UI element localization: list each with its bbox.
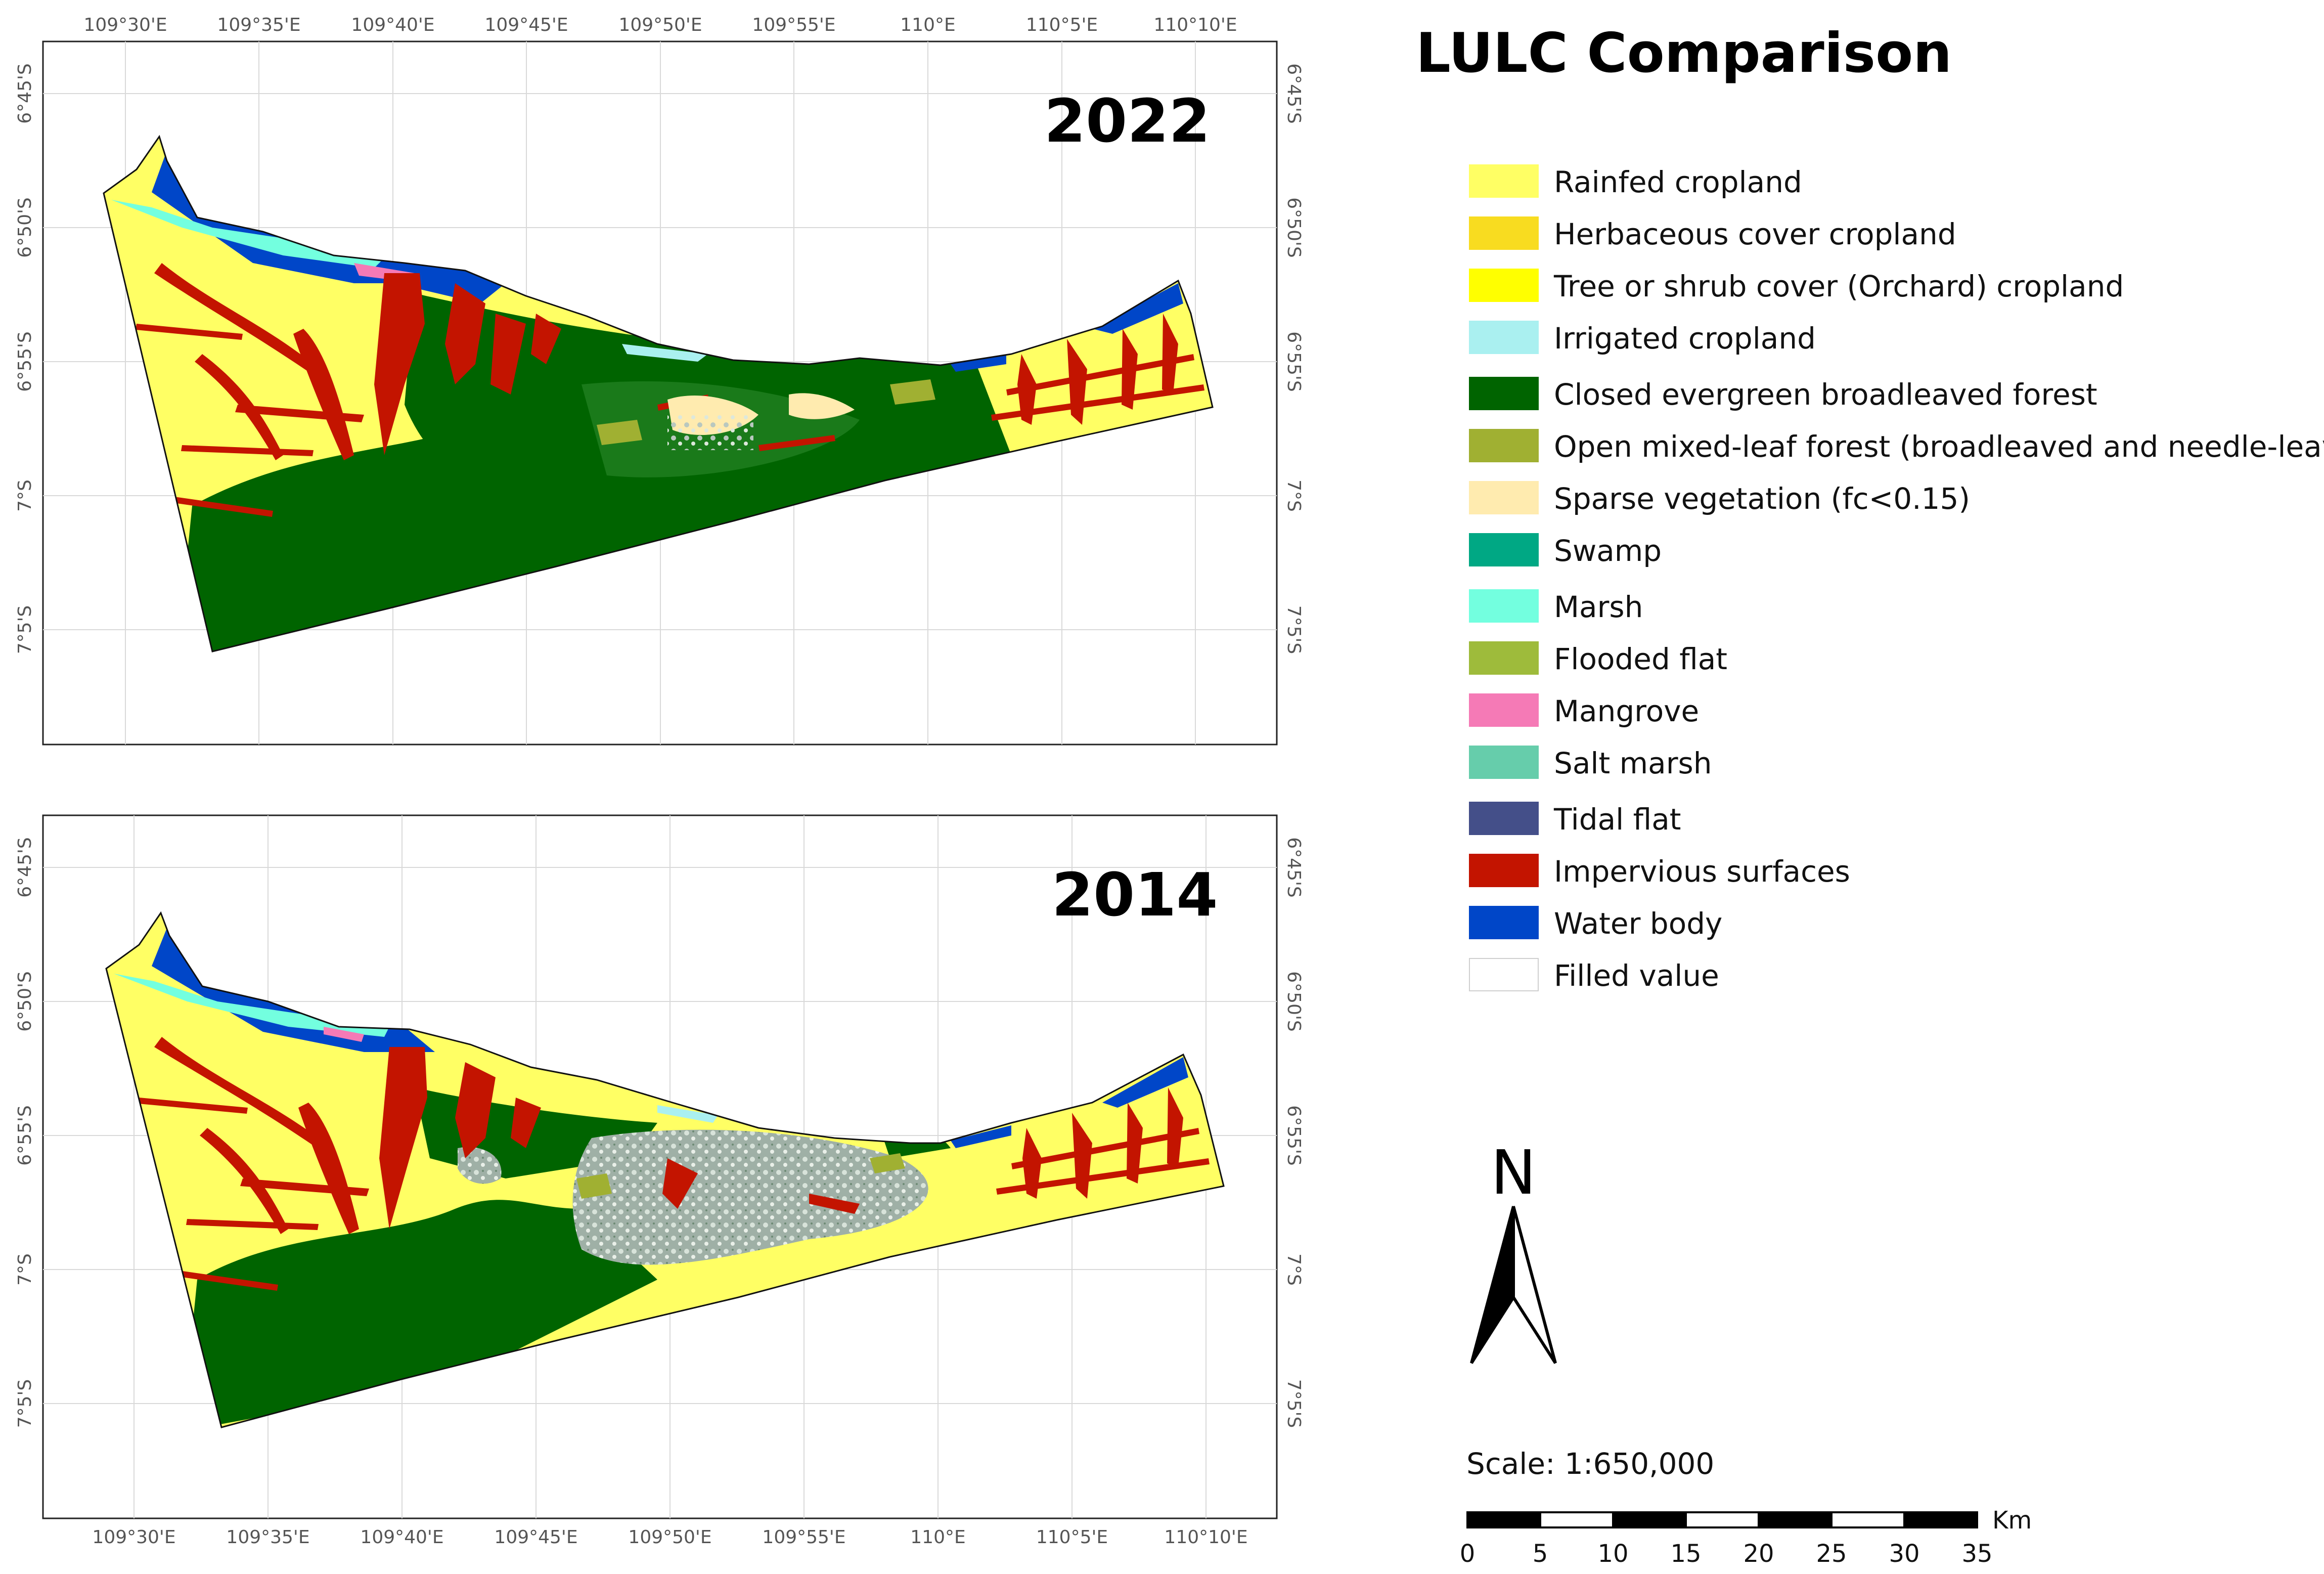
legend-label: Flooded flat bbox=[1554, 642, 1728, 676]
legend-swatch bbox=[1469, 693, 1539, 727]
scale-tick: 20 bbox=[1743, 1540, 1774, 1568]
lat-label-right: 6°45'S bbox=[1283, 63, 1304, 124]
lat-label-right: 7°5'S bbox=[1283, 605, 1304, 654]
lat-label-left: 7°S bbox=[15, 1253, 35, 1286]
legend-label: Impervious surfaces bbox=[1554, 854, 1850, 889]
legend-swatch bbox=[1469, 321, 1539, 354]
lat-label-left: 6°55'S bbox=[15, 1105, 35, 1166]
lon-label-top: 109°35'E bbox=[217, 15, 301, 35]
legend-swatch bbox=[1469, 589, 1539, 623]
lat-label-left: 6°55'S bbox=[15, 331, 35, 392]
legend-swatch bbox=[1469, 164, 1539, 198]
lon-label-bottom: 109°35'E bbox=[226, 1527, 310, 1548]
lon-label-top: 109°50'E bbox=[618, 15, 702, 35]
lon-label-top: 110°E bbox=[900, 15, 956, 35]
map-panel-2022: 109°30'E 109°35'E 109°40'E 109°45'E 109°… bbox=[0, 0, 1315, 774]
legend-swatch bbox=[1469, 958, 1539, 991]
lon-label-top: 109°55'E bbox=[752, 15, 836, 35]
scale-tick: 10 bbox=[1597, 1540, 1628, 1568]
legend-swatch bbox=[1469, 269, 1539, 302]
legend-label: Tree or shrub cover (Orchard) cropland bbox=[1554, 269, 2124, 303]
lon-label-top: 109°30'E bbox=[83, 15, 167, 35]
lon-label-top: 110°5'E bbox=[1025, 15, 1098, 35]
lon-label-bottom: 109°55'E bbox=[762, 1527, 846, 1548]
legend-label: Salt marsh bbox=[1554, 746, 1712, 780]
lat-label-left: 7°5'S bbox=[15, 605, 35, 654]
lat-label-right: 7°S bbox=[1283, 1253, 1304, 1286]
legend-label: Mangrove bbox=[1554, 694, 1700, 728]
legend-swatch bbox=[1469, 377, 1539, 410]
legend-label: Herbaceous cover cropland bbox=[1554, 217, 1956, 251]
lat-label-right: 6°55'S bbox=[1283, 331, 1304, 392]
north-arrow-icon: N bbox=[1470, 1138, 1557, 1364]
north-label: N bbox=[1491, 1143, 1536, 1208]
lon-label-bottom: 109°45'E bbox=[494, 1527, 578, 1548]
legend-swatch bbox=[1469, 641, 1539, 675]
scale-bar: Km 0 5 10 15 20 25 30 35 bbox=[1460, 1506, 2169, 1574]
legend-swatch bbox=[1469, 854, 1539, 887]
legend-label: Water body bbox=[1554, 906, 1723, 941]
map-canvas-2022 bbox=[42, 40, 1278, 746]
lat-label-right: 6°50'S bbox=[1283, 197, 1304, 258]
lon-label-bottom: 109°30'E bbox=[92, 1527, 176, 1548]
scale-tick: 35 bbox=[1961, 1540, 1992, 1568]
lat-label-right: 7°S bbox=[1283, 479, 1304, 512]
lon-label-top: 110°10'E bbox=[1153, 15, 1237, 35]
lat-label-left: 7°S bbox=[15, 479, 35, 512]
legend-title: LULC Comparison bbox=[1416, 22, 1952, 85]
legend-swatch bbox=[1469, 429, 1539, 462]
lat-label-right: 7°5'S bbox=[1283, 1379, 1304, 1428]
lat-label-right: 6°45'S bbox=[1283, 837, 1304, 898]
north-arrow: N bbox=[1456, 1138, 1588, 1378]
map-panel-2014: 6°45'S 6°50'S 6°55'S 7°S 7°5'S 6°45'S 6°… bbox=[0, 774, 1315, 1548]
legend-label: Tidal flat bbox=[1554, 802, 1681, 837]
lon-label-top: 109°45'E bbox=[484, 15, 568, 35]
legend-label: Closed evergreen broadleaved forest bbox=[1554, 377, 2097, 412]
legend-label: Marsh bbox=[1554, 590, 1643, 624]
scale-tick: 25 bbox=[1816, 1540, 1847, 1568]
map-canvas-2014 bbox=[42, 814, 1278, 1519]
lat-label-left: 6°45'S bbox=[15, 837, 35, 898]
legend-label: Rainfed cropland bbox=[1554, 165, 1802, 199]
lat-label-left: 6°50'S bbox=[15, 197, 35, 258]
scale-text: Scale: 1:650,000 bbox=[1466, 1447, 1715, 1481]
lat-label-left: 6°50'S bbox=[15, 971, 35, 1032]
lon-label-bottom: 109°50'E bbox=[628, 1527, 712, 1548]
lon-label-top: 109°40'E bbox=[351, 15, 435, 35]
legend-label: Filled value bbox=[1554, 958, 1719, 993]
lat-label-left: 7°5'S bbox=[15, 1379, 35, 1428]
legend-swatch bbox=[1469, 746, 1539, 779]
lon-label-bottom: 110°10'E bbox=[1164, 1527, 1248, 1548]
year-label-2022: 2022 bbox=[1044, 86, 1211, 156]
legend-swatch bbox=[1469, 216, 1539, 250]
year-label-2014: 2014 bbox=[1052, 860, 1218, 930]
lon-label-bottom: 110°E bbox=[910, 1527, 966, 1548]
legend-label: Open mixed-leaf forest (broadleaved and … bbox=[1554, 429, 2324, 464]
lon-label-bottom: 109°40'E bbox=[360, 1527, 444, 1548]
scale-tick: 5 bbox=[1533, 1540, 1548, 1568]
legend-swatch bbox=[1469, 533, 1539, 566]
lat-label-left: 6°45'S bbox=[15, 63, 35, 124]
legend-label: Sparse vegetation (fc<0.15) bbox=[1554, 482, 1970, 516]
scale-tick: 0 bbox=[1461, 1540, 1475, 1568]
scale-tick: 15 bbox=[1670, 1540, 1701, 1568]
scale-bar-graphic: Km 0 5 10 15 20 25 30 35 bbox=[1460, 1506, 2032, 1568]
scale-unit: Km bbox=[1992, 1506, 2032, 1535]
lat-label-right: 6°55'S bbox=[1283, 1105, 1304, 1166]
legend-swatch bbox=[1469, 802, 1539, 835]
legend-label: Irrigated cropland bbox=[1554, 321, 1816, 356]
legend-swatch bbox=[1469, 481, 1539, 514]
coastline-outline-2022 bbox=[103, 135, 1214, 652]
legend-label: Swamp bbox=[1554, 534, 1662, 568]
lon-label-bottom: 110°5'E bbox=[1036, 1527, 1108, 1548]
coastline-outline-2014 bbox=[105, 911, 1225, 1428]
legend-swatch bbox=[1469, 906, 1539, 939]
scale-tick: 30 bbox=[1889, 1540, 1919, 1568]
lat-label-right: 6°50'S bbox=[1283, 971, 1304, 1032]
